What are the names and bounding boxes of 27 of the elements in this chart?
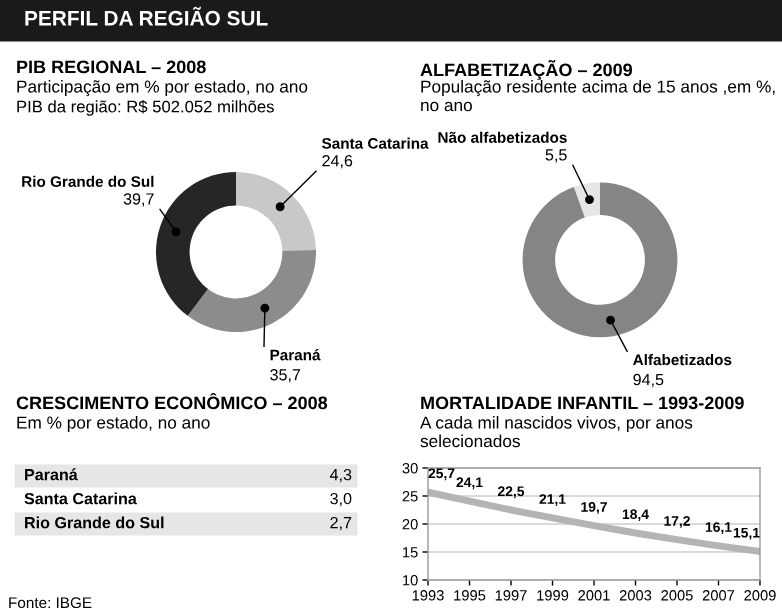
data-label: 94,5: [633, 373, 664, 388]
category-label: Rio Grande do Sul: [25, 516, 164, 529]
line-series: [428, 488, 760, 555]
chart-subtitle: Participação em % por estado, no ano: [17, 80, 308, 97]
chart-title: ALFABETIZAÇÃO – 2009: [420, 60, 633, 80]
data-label: 3,0: [330, 492, 352, 507]
donut-slice: [236, 172, 316, 251]
category-label: Paraná: [25, 468, 78, 481]
chart-title: PIB REGIONAL – 2008: [17, 60, 206, 74]
data-label: 39,7: [123, 193, 154, 207]
chart-subtitle: População residente acima de 15 anos ,em %, no ano: [421, 80, 775, 112]
data-label: 4,3: [329, 468, 352, 483]
text: Em % por estado, no ano: [17, 416, 210, 433]
data-label: 2,7: [330, 516, 352, 531]
text: PERFIL DA REGIÃO SUL: [25, 6, 268, 26]
donut-slice: [187, 249, 316, 332]
category-label: Santa Catarina: [24, 492, 137, 505]
donut-slice: [573, 182, 600, 218]
data-label: 35,7: [270, 369, 301, 383]
data-label: 24,6: [322, 155, 353, 169]
text: PIB da região: R$ 502.052 milhões: [17, 100, 274, 116]
donut-slice: [156, 172, 236, 316]
text: CRESCIMENTO ECONÔMICO – 2008: [16, 392, 328, 410]
donut-slice: [522, 182, 678, 338]
chart-title: MORTALIDADE INFANTIL – 1993-2009: [421, 396, 744, 410]
chart-subtitle: A cada mil nascidos vivos, por anos selecionados: [420, 416, 693, 448]
data-label: 5,5: [545, 149, 567, 163]
